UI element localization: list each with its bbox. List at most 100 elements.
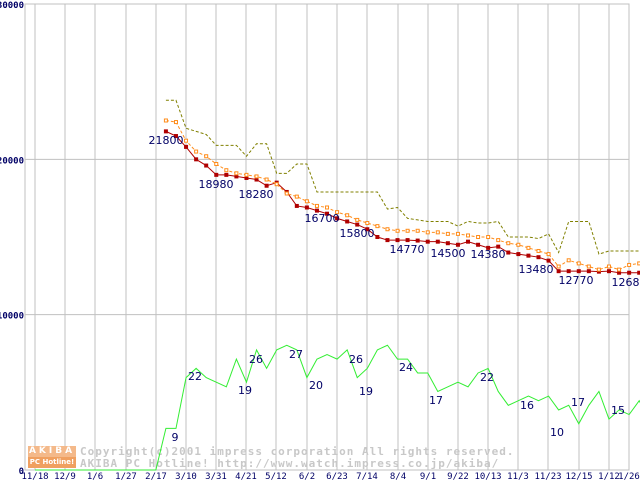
data-point	[496, 244, 501, 249]
series-shop-count	[35, 344, 640, 471]
data-point	[214, 161, 219, 166]
data-label: 19	[359, 385, 373, 398]
data-point	[546, 252, 551, 257]
data-point	[435, 230, 440, 235]
data-point	[234, 174, 239, 179]
data-point	[596, 267, 601, 272]
data-point	[445, 241, 450, 246]
data-point	[627, 270, 632, 275]
data-point	[637, 270, 640, 275]
x-tick-label: 2/17	[145, 472, 167, 480]
data-point	[496, 238, 501, 243]
data-label: 14380	[471, 248, 506, 261]
y-tick-label: 30000	[0, 1, 24, 11]
watermark-copyright: Copyright(c)2001 impress corporation All…	[80, 445, 515, 458]
data-point	[234, 171, 239, 176]
data-point	[385, 238, 390, 243]
data-point	[576, 269, 581, 274]
data-point	[637, 261, 640, 266]
x-tick-label: 12/15	[565, 472, 592, 480]
x-tick-label: 11/23	[534, 472, 561, 480]
data-point	[355, 217, 360, 222]
data-point	[355, 222, 360, 227]
data-label: 26	[349, 353, 363, 366]
data-point	[314, 208, 319, 213]
x-tick-label: 12/9	[54, 472, 76, 480]
data-point	[536, 255, 541, 260]
data-point	[194, 149, 199, 154]
data-point	[204, 154, 209, 159]
data-point	[435, 239, 440, 244]
data-point	[455, 242, 460, 247]
data-point	[486, 245, 491, 250]
data-label: 14770	[390, 243, 425, 256]
data-point	[606, 264, 611, 269]
data-point	[314, 203, 319, 208]
data-point	[254, 174, 259, 179]
data-point	[486, 235, 491, 239]
data-label: 26	[249, 353, 263, 366]
data-point	[556, 269, 561, 274]
data-point	[466, 239, 471, 244]
plot-frame	[24, 3, 630, 471]
data-point	[194, 157, 199, 162]
data-point	[264, 177, 269, 182]
data-label: 15	[611, 404, 625, 417]
data-point	[224, 172, 229, 177]
data-point	[345, 213, 350, 218]
y-tick-label: 0	[19, 467, 24, 477]
data-label: 16700	[305, 212, 340, 225]
data-label: 21800	[149, 134, 184, 147]
logo-pc-hotline: PC Hotline!	[28, 457, 76, 468]
x-tick-label: 1/27	[115, 472, 137, 480]
data-point	[425, 230, 430, 235]
data-label: 20	[309, 379, 323, 392]
data-point	[415, 228, 420, 233]
x-axis-ticks: 11/18 12/9 1/6 1/27 2/17 3/10 3/31 4/21 5/12 6/2 6…	[21, 472, 639, 480]
data-label: 9	[172, 431, 179, 444]
data-point	[586, 264, 591, 269]
data-point	[365, 221, 370, 226]
data-label: 17	[571, 396, 585, 409]
data-point	[184, 144, 189, 149]
watermark: Copyright(c)2001 impress corporation All…	[80, 445, 515, 470]
series-min-price	[163, 129, 640, 275]
data-point	[566, 258, 571, 263]
data-point	[476, 242, 481, 247]
data-point	[335, 216, 340, 221]
data-point	[405, 238, 410, 243]
data-label: 10	[550, 426, 564, 439]
data-point	[546, 258, 551, 263]
data-point	[365, 227, 370, 232]
data-point	[173, 120, 178, 125]
logo-akiba: AKIBA	[28, 446, 76, 457]
x-tick-label: 6/23	[326, 472, 348, 480]
x-tick-label: 7/14	[356, 472, 378, 480]
data-point	[254, 177, 259, 182]
x-tick-label: 9/22	[447, 472, 469, 480]
data-label: 18280	[239, 188, 274, 201]
x-tick-label: 3/10	[175, 472, 197, 480]
data-point	[506, 250, 511, 255]
x-tick-label: 9/1	[420, 472, 436, 480]
data-point	[184, 138, 189, 143]
data-label: 12680	[612, 276, 640, 289]
x-tick-label: 3/31	[205, 472, 227, 480]
x-tick-label: 6/2	[299, 472, 315, 480]
data-point	[325, 205, 330, 210]
data-point	[526, 245, 531, 250]
data-point	[556, 264, 561, 269]
data-label: 27	[289, 348, 303, 361]
data-point	[163, 118, 168, 123]
x-tick-label: 8/4	[390, 472, 406, 480]
data-point	[506, 241, 511, 246]
data-point	[405, 228, 410, 233]
x-tick-label: 1/6	[87, 472, 103, 480]
data-point	[617, 270, 622, 275]
data-point	[455, 231, 460, 236]
data-point	[596, 269, 601, 274]
data-point	[617, 267, 622, 272]
x-tick-label: 11/18	[21, 472, 48, 480]
x-tick-label: 5/12	[265, 472, 287, 480]
